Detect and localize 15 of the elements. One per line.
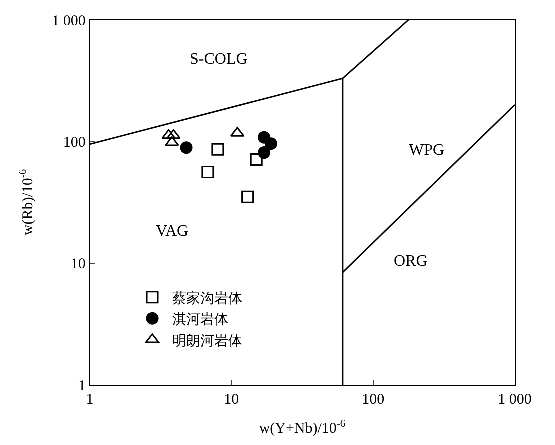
legend-label: 蔡家沟岩体 xyxy=(172,290,242,307)
y-tick-label: 1 xyxy=(78,378,86,394)
annotation: S-COLG xyxy=(190,51,248,68)
x-axis-title: w(Y+Nb)/10$^{-6}$ xyxy=(259,418,346,438)
legend-label: 明朗河岩体 xyxy=(172,333,242,350)
annotation: ORG xyxy=(394,253,428,270)
annotation: VAG xyxy=(156,223,190,240)
x-tick-label: 1 000 xyxy=(498,392,532,408)
y-tick-label: 10 xyxy=(70,256,86,273)
y-tick-label: 1 000 xyxy=(52,13,86,30)
x-tick-label: 100 xyxy=(362,392,385,408)
legend-label: 淇河岩体 xyxy=(172,312,228,328)
x-tick-label: 10 xyxy=(224,392,240,408)
annotation: WPG xyxy=(409,142,445,159)
y-tick-label: 100 xyxy=(63,134,86,151)
